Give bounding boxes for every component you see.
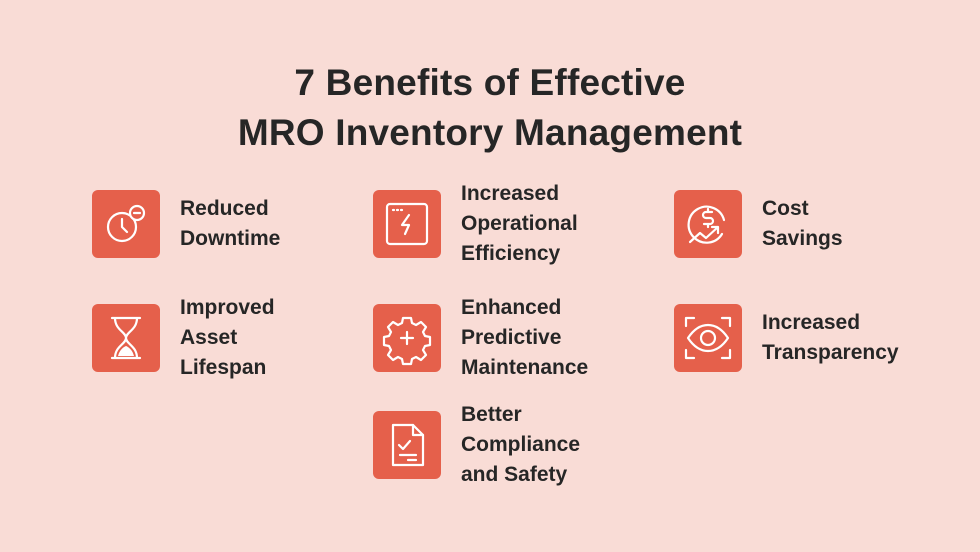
label-line: Better [461,403,522,426]
label-line: and Safety [461,463,568,486]
benefit: Increased Operational Efficiency [373,182,578,265]
label-line: Increased [762,311,861,334]
benefit: Increased Transparency [674,304,899,372]
hourglass-icon [92,304,160,372]
title-line: MRO Inventory Management [237,112,743,153]
efficiency-icon [373,190,441,258]
label-line: Savings [762,227,843,250]
benefit-label: Increased Operational Efficiency [461,179,578,269]
label-line: Downtime [180,227,281,250]
benefit: Better Compliance and Safety [373,403,580,486]
benefit: Enhanced Predictive Maintenance [373,296,588,379]
title: 7 Benefits of Effective MRO Inventory Ma… [0,58,980,158]
title-line: 7 Benefits of Effective [294,62,686,103]
clock-icon [92,190,160,258]
eye-icon [674,304,742,372]
savings-icon [674,190,742,258]
label-line: Operational [461,212,578,235]
label-line: Compliance [461,433,581,456]
label-line: Increased [461,182,560,205]
label-line: Predictive [461,326,562,349]
benefit: Cost Savings [674,190,843,258]
label-line: Transparency [762,341,899,364]
benefit: Reduced Downtime [92,190,280,258]
label-line: Enhanced [461,296,562,319]
benefit-label: Cost Savings [762,194,843,254]
benefit: Improved Asset Lifespan [92,296,275,379]
document-icon [373,411,441,479]
benefit-label: Improved Asset Lifespan [180,293,275,383]
label-line: Lifespan [180,356,267,379]
gear-icon [373,304,441,372]
label-line: Reduced [180,197,269,220]
label-line: Maintenance [461,356,589,379]
label-line: Asset [180,326,238,349]
label-line: Efficiency [461,242,561,265]
label-line: Cost [762,197,809,220]
label-line: Improved [180,296,275,319]
benefit-label: Reduced Downtime [180,194,280,254]
benefit-label: Increased Transparency [762,308,899,368]
benefit-label: Enhanced Predictive Maintenance [461,293,588,383]
benefit-label: Better Compliance and Safety [461,400,580,490]
